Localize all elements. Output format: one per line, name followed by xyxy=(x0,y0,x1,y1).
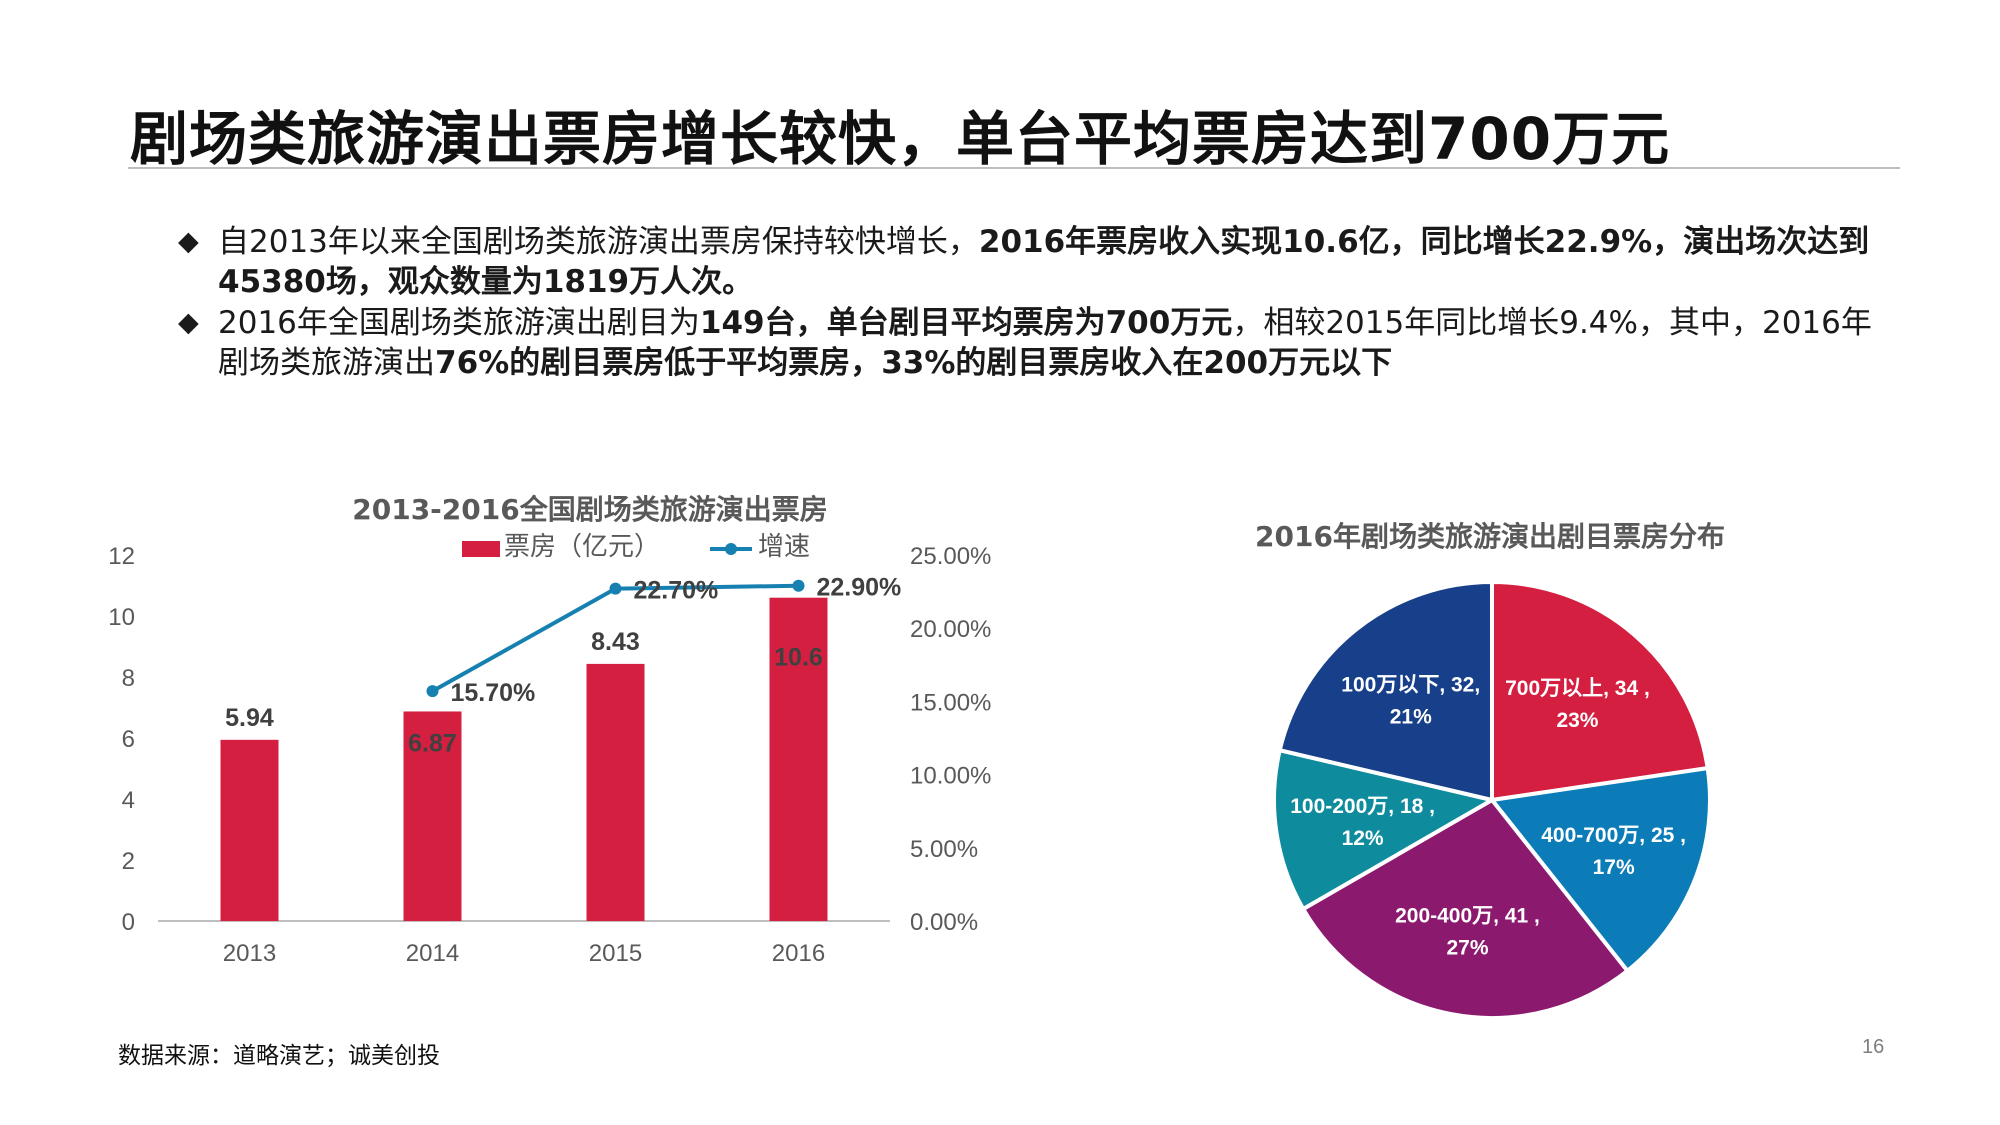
left-axis-tick-label: 0 xyxy=(122,909,135,936)
pie-chart-title: 2016年剧场类旅游演出剧目票房分布 xyxy=(1255,520,1725,553)
x-axis-tick-label: 2014 xyxy=(406,940,459,967)
bullet-item-1: ◆ 自2013年以来全国剧场类旅游演出票房保持较快增长，2016年票房收入实现1… xyxy=(178,222,1898,302)
pie-slice-400-700万 xyxy=(1488,765,1712,974)
pie-slice-percent: 12% xyxy=(1342,827,1384,850)
growth-rate-label: 22.90% xyxy=(817,574,902,602)
growth-rate-point-2015 xyxy=(609,582,622,595)
left-axis-tick-label: 6 xyxy=(122,726,135,753)
pie-slice-label: 400-700万, 25 , xyxy=(1541,824,1686,847)
pie-slice-percent: 17% xyxy=(1593,856,1635,879)
left-axis-tick-label: 10 xyxy=(108,604,135,631)
pie-slice-label: 700万以上, 34 , xyxy=(1505,677,1650,700)
right-axis-tick-label: 10.00% xyxy=(910,763,991,790)
growth-rate-point-2016 xyxy=(792,579,805,592)
x-axis-tick-label: 2013 xyxy=(223,940,276,967)
right-axis-tick-label: 25.00% xyxy=(910,543,991,570)
page-title: 剧场类旅游演出票房增长较快，单台平均票房达到700万元 xyxy=(130,105,1671,173)
pie-slice-percent: 23% xyxy=(1556,709,1598,732)
pie-slice-100万以下 xyxy=(1277,579,1494,803)
growth-rate-label: 22.70% xyxy=(634,577,719,605)
pie-slice-700万以上 xyxy=(1490,579,1710,803)
legend-line-marker xyxy=(725,543,737,555)
bar-2013 xyxy=(220,739,279,921)
bullet-1-text-2: 2016年票房收入实现10.6亿，同比增长22.9%，演出场次达到45380场，… xyxy=(218,224,1870,300)
pie-slice-100-200万 xyxy=(1272,747,1498,912)
bar-chart-title: 2013-2016全国剧场类旅游演出票房 xyxy=(352,493,828,526)
legend-line-label: 增速 xyxy=(758,531,810,561)
data-source-note: 数据来源：道略演艺；诚美创投 xyxy=(118,1043,440,1069)
right-axis-tick-label: 20.00% xyxy=(910,616,991,643)
pie-slice-label: 100-200万, 18 , xyxy=(1290,795,1435,818)
bar-value-label: 6.87 xyxy=(408,729,457,757)
bar-value-label: 10.6 xyxy=(774,644,823,672)
bullet-1-text-1: 自2013年以来全国剧场类旅游演出票房保持较快增长， xyxy=(218,224,979,260)
title-divider xyxy=(128,167,1900,169)
pie-slice-percent: 27% xyxy=(1446,936,1488,959)
left-axis-tick-label: 12 xyxy=(108,543,135,570)
bullet-list: ◆ 自2013年以来全国剧场类旅游演出票房保持较快增长，2016年票房收入实现1… xyxy=(178,222,1898,384)
left-axis-tick-label: 4 xyxy=(122,787,135,814)
left-axis-tick-label: 2 xyxy=(122,848,135,875)
page-number: 16 xyxy=(1862,1036,1885,1058)
x-axis-tick-label: 2015 xyxy=(589,940,642,967)
right-axis-tick-label: 0.00% xyxy=(910,909,978,936)
right-axis-tick-label: 5.00% xyxy=(910,836,978,863)
right-axis-tick-label: 15.00% xyxy=(910,689,991,716)
bar-value-label: 8.43 xyxy=(591,628,640,656)
left-axis-tick-label: 8 xyxy=(122,665,135,692)
legend-bar-label: 票房（亿元） xyxy=(504,531,660,561)
diamond-bullet-icon: ◆ xyxy=(178,307,199,338)
bullet-2-text-1: 2016年全国剧场类旅游演出剧目为 xyxy=(218,305,700,341)
bar-2016 xyxy=(769,597,828,921)
pie-slice-label: 100万以下, 32, xyxy=(1341,673,1480,696)
bar-value-label: 5.94 xyxy=(225,704,274,732)
legend-bar-swatch xyxy=(462,541,500,557)
x-axis-tick-label: 2016 xyxy=(772,940,825,967)
pie-slice-200-400万 xyxy=(1300,797,1631,1020)
diamond-bullet-icon: ◆ xyxy=(178,226,199,257)
bullet-2-text-2: 149台，单台剧目平均票房为700万元 xyxy=(699,305,1233,341)
growth-rate-point-2014 xyxy=(426,685,439,698)
bar-2014 xyxy=(403,711,462,921)
bullet-item-2: ◆ 2016年全国剧场类旅游演出剧目为149台，单台剧目平均票房为700万元，相… xyxy=(178,303,1898,383)
pie-slice-percent: 21% xyxy=(1390,705,1432,728)
bar-2015 xyxy=(586,663,645,921)
bullet-2-text-3: ，相较2015年同比增长9.4%，其中，2016年剧场类旅游演出 xyxy=(218,305,1872,381)
bullet-2-text-4: 76%的剧目票房低于平均票房，33%的剧目票房收入在200万元以下 xyxy=(435,345,1393,381)
growth-rate-label: 15.70% xyxy=(451,679,536,707)
pie-slice-label: 200-400万, 41 , xyxy=(1395,904,1540,927)
